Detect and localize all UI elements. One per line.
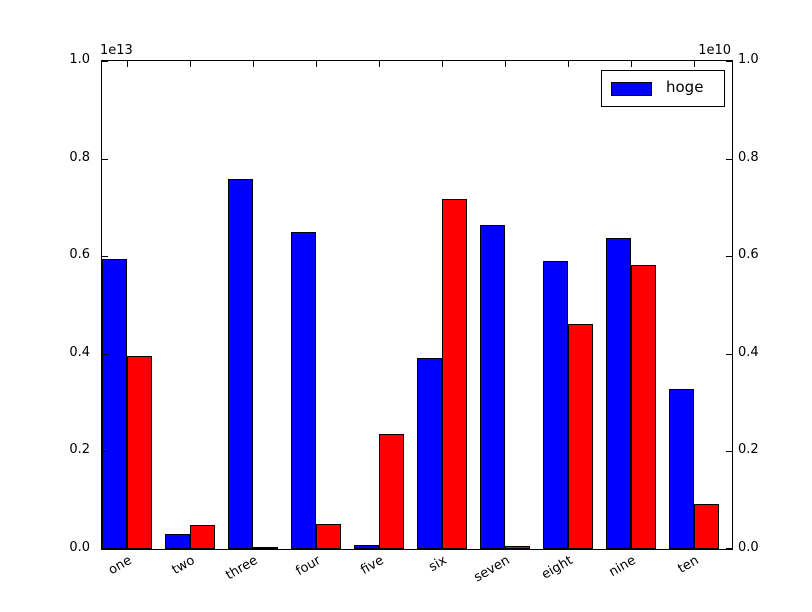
bar-series1-two <box>190 525 215 549</box>
y-tick-mark-right <box>726 256 732 257</box>
bar-series1-eight <box>568 324 593 549</box>
y-tick-mark-right <box>726 548 732 549</box>
x-tick-mark-top <box>568 61 569 67</box>
bar-hoge-five <box>354 545 379 549</box>
bar-hoge-nine <box>606 238 631 549</box>
legend-label-hoge: hoge <box>666 78 704 96</box>
x-tick-mark-top <box>694 61 695 67</box>
y-tick-label-left: 0.4 <box>69 345 90 360</box>
legend-box: hoge <box>601 70 725 107</box>
y-tick-mark-left <box>102 159 108 160</box>
y-tick-mark-left <box>102 548 108 549</box>
bar-hoge-two <box>165 534 190 549</box>
x-tick-mark-top <box>505 61 506 67</box>
y-tick-mark-left <box>102 451 108 452</box>
x-tick-mark-top <box>631 61 632 67</box>
y-tick-mark-right <box>726 354 732 355</box>
bar-hoge-one <box>102 259 127 549</box>
y-tick-mark-right <box>726 61 732 62</box>
y-tick-mark-left <box>102 61 108 62</box>
x-tick-mark-top <box>379 61 380 67</box>
x-tick-mark-top <box>316 61 317 67</box>
y-tick-label-right: 1.0 <box>738 52 759 67</box>
x-tick-mark-top <box>190 61 191 67</box>
bar-hoge-four <box>291 232 316 549</box>
y-tick-label-right: 0.0 <box>738 540 759 555</box>
right-axis-offset-label: 1e10 <box>698 43 731 58</box>
bar-series1-four <box>316 524 341 549</box>
legend-swatch-hoge <box>611 82 652 96</box>
x-tick-mark-top <box>253 61 254 67</box>
bar-series1-five <box>379 434 404 549</box>
y-tick-label-left: 1.0 <box>69 52 90 67</box>
y-tick-label-left: 0.0 <box>69 540 90 555</box>
bar-hoge-seven <box>480 225 505 549</box>
bar-hoge-eight <box>543 261 568 549</box>
bar-series1-seven <box>505 546 530 549</box>
x-tick-mark-top <box>442 61 443 67</box>
bar-series1-six <box>442 199 467 549</box>
y-tick-mark-left <box>102 256 108 257</box>
x-tick-mark-top <box>127 61 128 67</box>
bar-series1-nine <box>631 265 656 549</box>
y-tick-label-left: 0.6 <box>69 247 90 262</box>
left-axis-offset-label: 1e13 <box>100 43 133 58</box>
y-tick-label-right: 0.2 <box>738 442 759 457</box>
bar-hoge-three <box>228 179 253 549</box>
bar-series1-three <box>253 547 278 549</box>
bar-hoge-ten <box>669 389 694 549</box>
y-tick-label-left: 0.2 <box>69 442 90 457</box>
bar-hoge-six <box>417 358 442 549</box>
y-tick-mark-left <box>102 354 108 355</box>
y-tick-mark-right <box>726 451 732 452</box>
y-tick-label-right: 0.6 <box>738 247 759 262</box>
y-tick-label-right: 0.4 <box>738 345 759 360</box>
plot-area <box>101 60 733 550</box>
bar-series1-one <box>127 356 152 549</box>
y-tick-mark-right <box>726 159 732 160</box>
y-tick-label-right: 0.8 <box>738 150 759 165</box>
y-tick-label-left: 0.8 <box>69 150 90 165</box>
bar-series1-ten <box>694 504 719 549</box>
